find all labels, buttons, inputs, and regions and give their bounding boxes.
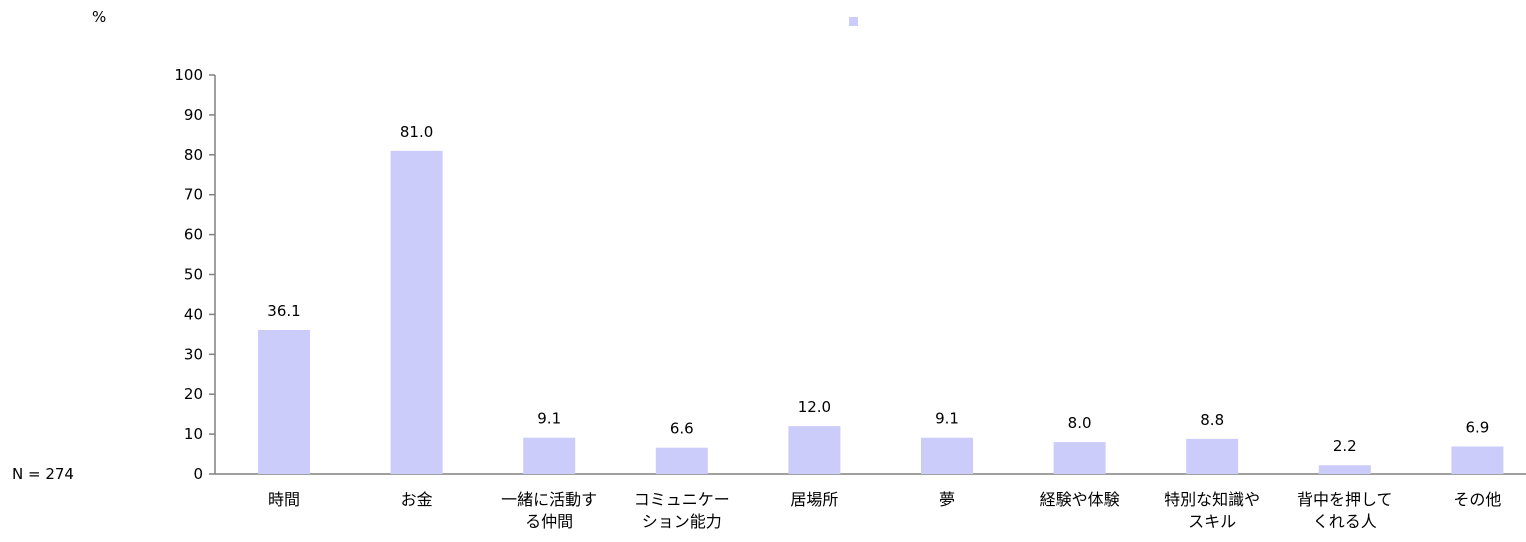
x-category-label: お金 bbox=[352, 489, 482, 511]
bar-value-label: 36.1 bbox=[267, 302, 300, 320]
x-category-label-line: お金 bbox=[400, 490, 433, 509]
x-category-label: 特別な知識や スキル bbox=[1147, 489, 1277, 533]
bar bbox=[1186, 438, 1239, 474]
bar bbox=[390, 150, 443, 474]
x-category-label-line: くれる人 bbox=[1312, 512, 1377, 531]
x-category-label: 夢 bbox=[882, 489, 1012, 511]
y-tick-label: 80 bbox=[184, 146, 203, 164]
x-category-label-line: 経験や体験 bbox=[1039, 490, 1120, 509]
x-category-label-line: 特別な知識や bbox=[1164, 490, 1261, 509]
y-tick-label: 90 bbox=[184, 106, 203, 124]
y-tick-label: 60 bbox=[184, 226, 203, 244]
x-category-label: その他 bbox=[1412, 489, 1526, 511]
y-tick-label: 20 bbox=[184, 385, 203, 403]
x-category-label-line: スキル bbox=[1188, 512, 1237, 531]
x-category-label: 経験や体験 bbox=[1015, 489, 1145, 511]
x-category-label-line: ション能力 bbox=[641, 512, 722, 531]
bar-value-label: 6.9 bbox=[1465, 418, 1489, 436]
x-category-label-line: 背中を押して bbox=[1297, 490, 1393, 509]
sample-size-note: N = 274 bbox=[12, 465, 74, 483]
bars-group bbox=[258, 150, 1504, 474]
x-category-label-line: その他 bbox=[1453, 490, 1502, 509]
bar-value-label: 2.2 bbox=[1333, 437, 1357, 455]
x-category-label-line: 夢 bbox=[938, 490, 955, 509]
bar bbox=[1318, 465, 1371, 474]
x-category-label: コミュニケー ション能力 bbox=[617, 489, 747, 533]
x-category-label-line: る仲間 bbox=[525, 512, 574, 531]
bar-value-label: 12.0 bbox=[798, 398, 831, 416]
bar-value-label: 9.1 bbox=[935, 410, 959, 428]
y-tick-label: 0 bbox=[193, 465, 203, 483]
bar-value-label: 81.0 bbox=[400, 123, 433, 141]
bar bbox=[655, 447, 708, 474]
x-category-label: 一緒に活動す る仲間 bbox=[484, 489, 614, 533]
x-category-label-line: 居場所 bbox=[790, 490, 839, 509]
bar bbox=[1451, 446, 1504, 474]
value-labels-group: 36.1 81.0 9.1 6.6 12.0 9.1 8.0 8.8 2.2 6.9 bbox=[267, 123, 1489, 455]
bar bbox=[788, 426, 841, 474]
y-axis-ticks: 0 10 20 30 40 50 60 70 80 90 100 bbox=[174, 66, 215, 483]
bar bbox=[1053, 442, 1106, 474]
y-tick-label: 100 bbox=[174, 66, 203, 84]
y-tick-label: 40 bbox=[184, 305, 203, 323]
x-category-label: 居場所 bbox=[749, 489, 879, 511]
bar bbox=[523, 437, 576, 474]
bar-value-label: 9.1 bbox=[537, 410, 561, 428]
y-tick-label: 10 bbox=[184, 425, 203, 443]
y-unit-label: % bbox=[92, 8, 106, 26]
y-tick-label: 70 bbox=[184, 186, 203, 204]
x-category-label-line: 時間 bbox=[267, 490, 300, 509]
bar bbox=[921, 437, 973, 474]
y-tick-label: 30 bbox=[184, 345, 203, 363]
bar bbox=[258, 329, 310, 474]
bar-value-label: 8.0 bbox=[1068, 414, 1092, 432]
bar-value-label: 8.8 bbox=[1200, 411, 1224, 429]
x-category-label: 時間 bbox=[219, 489, 349, 511]
x-category-label-line: コミュニケー bbox=[633, 490, 730, 509]
y-tick-label: 50 bbox=[184, 266, 203, 284]
bar-value-label: 6.6 bbox=[670, 420, 694, 438]
legend-swatch bbox=[849, 17, 858, 26]
x-category-label: 背中を押して くれる人 bbox=[1280, 489, 1410, 533]
x-category-label-line: 一緒に活動す bbox=[501, 490, 598, 509]
